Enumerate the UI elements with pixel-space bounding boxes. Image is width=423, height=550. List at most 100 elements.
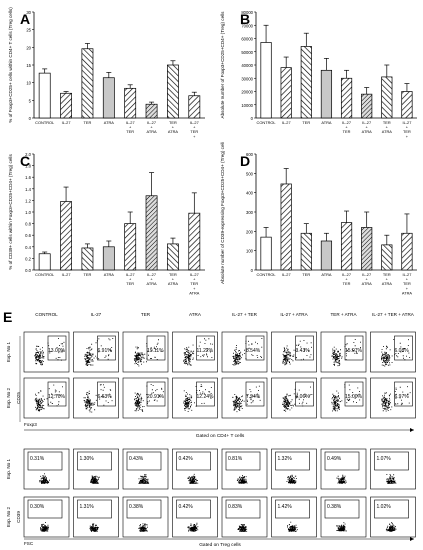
y-tick-label: 60000 [241, 37, 253, 42]
panel-letter: A [20, 11, 30, 27]
bar [300, 232, 312, 271]
y-tick-label: 1.4 [25, 187, 31, 192]
plot-frame [73, 331, 119, 373]
flow-plot: 1.07% [370, 448, 416, 490]
category-label: IL-27 [147, 272, 156, 277]
experiment-label: Exp. No 2 [6, 387, 11, 408]
gate-percentage: 6.97% [395, 394, 410, 400]
gate-box [97, 381, 116, 407]
category-label: TER [84, 120, 92, 125]
gate-percentage: 1.31% [80, 504, 95, 510]
flow-plot: 12.24% [172, 377, 218, 419]
category-label: TER [84, 272, 92, 277]
y-tick-label: 400 [246, 191, 254, 196]
category-label: + [172, 125, 175, 130]
plot-frame [23, 377, 70, 419]
y-tick-label: 30000 [241, 76, 253, 81]
category-label: ATRA [382, 129, 392, 134]
event-dots [83, 384, 113, 413]
gate-percentage: 1.32% [278, 456, 293, 462]
event-dots [336, 522, 347, 532]
bar [102, 246, 115, 271]
event-dots [331, 339, 361, 367]
y-tick-label: 70000 [241, 23, 253, 28]
gate-box [196, 381, 215, 407]
category-label: TER [343, 129, 351, 134]
y-tick-label: 100 [246, 249, 254, 254]
flow-plot: 6.91% [73, 331, 119, 373]
y-axis-label: Absolute number of Foxp3+CD25+CD4+ (Treg… [220, 11, 225, 119]
gate-percentage: 7.94% [246, 394, 261, 400]
flow-plot: 1.42% [271, 496, 317, 538]
gate-percentage: 0.83% [228, 504, 243, 510]
plot-frame [320, 331, 367, 373]
condition-header: IL-27 + ATRA [280, 312, 308, 317]
y-tick-label: 10000 [241, 103, 253, 108]
y-tick-label: 15 [26, 63, 31, 68]
plot-frame [370, 331, 416, 373]
category-label: + [129, 125, 132, 130]
category-label: IL-27 [282, 272, 291, 277]
category-label: ATRA [402, 290, 412, 295]
y-tick-label: 0 [29, 116, 32, 121]
gate-box [344, 335, 364, 361]
bar [145, 103, 158, 119]
flow-plot: 20.91% [122, 377, 169, 419]
gate-percentage: 19.11% [147, 348, 164, 354]
y-tick-label: 40000 [241, 63, 253, 68]
bar [260, 236, 272, 271]
category-label: ATRA [189, 290, 199, 295]
experiment-label: Exp. No 2 [6, 506, 11, 527]
category-label: CONTROL [257, 272, 277, 277]
plot-frame [122, 377, 169, 419]
panel-letter: E [3, 309, 12, 325]
bar [361, 93, 373, 119]
event-dots [287, 521, 298, 532]
category-label: ATRA [168, 129, 178, 134]
gate-percentage: 13.00% [48, 348, 66, 354]
bar [188, 95, 201, 119]
category-label: IL-27 [342, 272, 351, 277]
event-dots [138, 474, 150, 484]
flow-plot: 19.11% [122, 331, 169, 373]
flow-plot: 3.43% [271, 331, 317, 373]
category-label: ATRA [104, 120, 114, 125]
event-dots [39, 473, 50, 484]
bar [81, 247, 94, 271]
gate-percentage: 0.42% [179, 456, 194, 462]
gate-box [126, 451, 162, 471]
plot-frame [271, 377, 317, 419]
category-label: ATRA [168, 281, 178, 286]
category-label: TER [302, 120, 310, 125]
chart-panel-d: 0 100 200 300 400 500 600 Absolute number of CD… [220, 142, 417, 295]
flow-plot: 4.06% [271, 377, 317, 419]
event-dots [84, 338, 114, 366]
y-tick-label: 1.6 [25, 175, 31, 180]
gate-box [245, 335, 265, 361]
gate-percentage: 12.24% [197, 394, 215, 400]
y-tick-label: 1.8 [25, 164, 31, 169]
event-dots [381, 339, 411, 367]
category-label: IL-27 [126, 272, 135, 277]
event-dots [232, 385, 261, 413]
category-label: TER [302, 272, 310, 277]
gate-percentage: 8.54% [246, 348, 261, 354]
y-tick-label: 2.0 [25, 152, 31, 157]
gate-box [295, 381, 314, 407]
gate-box [374, 451, 409, 471]
flow-plot: 0.81% [221, 448, 268, 490]
gate-box [275, 451, 310, 471]
caption-arrow [410, 537, 414, 541]
bar [167, 64, 179, 119]
event-dots [34, 338, 65, 366]
flow-plot: 0.43% [122, 448, 169, 490]
category-label: ATRA [189, 138, 199, 140]
category-label: TER [343, 281, 351, 286]
category-label: CONTROL [35, 272, 55, 277]
plot-frame [320, 377, 367, 419]
gate-box [324, 499, 360, 519]
gate-box [77, 451, 112, 471]
gate-box [176, 451, 211, 471]
category-label: ATRA [362, 281, 372, 286]
condition-header: IL-27 [91, 312, 102, 317]
